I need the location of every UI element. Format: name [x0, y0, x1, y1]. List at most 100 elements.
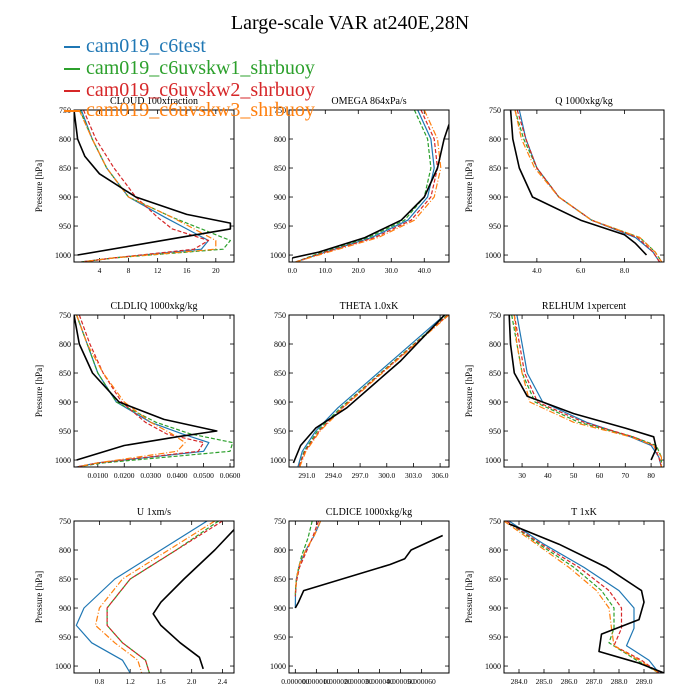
y-tick-label: 900	[59, 193, 71, 202]
y-tick-label: 850	[59, 164, 71, 173]
x-tick-label: 0.0200	[114, 471, 135, 480]
y-tick-label: 750	[59, 517, 71, 526]
panel-title: CLOUD 100xfraction	[110, 96, 198, 107]
x-tick-label: 60	[596, 471, 604, 480]
panel-8: CLDICE 1000xkg/kg 750 800 850 900 950 1000 0.00…	[270, 507, 450, 686]
x-tick-label: 0.0100	[87, 471, 108, 480]
y-tick-label: 800	[274, 546, 286, 555]
x-tick-label: 20	[212, 266, 220, 275]
y-tick-label: 1000	[55, 251, 71, 260]
y-tick-label: 950	[489, 427, 501, 436]
y-tick-label: 850	[274, 164, 286, 173]
series-line-control	[74, 110, 232, 256]
plot-frame	[73, 109, 235, 263]
x-tick-label: 16	[183, 266, 191, 275]
x-tick-label: 0.000040	[365, 677, 393, 686]
x-tick-label: 4	[98, 266, 102, 275]
plot-frame	[503, 520, 665, 674]
panel-4: CLDLIQ 1000xkg/kg Pressure [hPa] 750 800 850…	[34, 301, 241, 480]
x-tick-label: 1.6	[156, 677, 166, 686]
x-tick-label: 6.0	[576, 266, 586, 275]
x-tick-label: 2.0	[187, 677, 197, 686]
y-tick-label: 750	[489, 106, 501, 115]
legend-label-1: cam019_c6test	[86, 35, 206, 57]
series-line-1	[508, 521, 660, 673]
x-tick-label: 297.0	[352, 471, 369, 480]
x-tick-label: 0.000030	[344, 677, 372, 686]
plot-frame	[288, 314, 450, 468]
x-tick-label: 40.0	[418, 266, 431, 275]
panel-title: T 1xK	[571, 507, 597, 518]
y-tick-label: 800	[274, 340, 286, 349]
x-tick-label: 0.000010	[302, 677, 330, 686]
plot-frame	[73, 314, 235, 468]
series-line-2	[294, 521, 313, 597]
series-line-control	[292, 315, 446, 464]
y-tick-label: 1000	[55, 662, 71, 671]
y-tick-label: 1000	[485, 456, 501, 465]
figure-title: Large-scale VAR at240E,28N	[230, 12, 470, 34]
x-tick-label: 288.0	[611, 677, 628, 686]
x-tick-label: 286.0	[561, 677, 578, 686]
y-tick-label: 950	[274, 427, 286, 436]
series-line-4	[294, 521, 322, 594]
panel-3: Q 1000xkg/kg Pressure [hPa] 750 800 850 900 95…	[464, 96, 665, 275]
x-tick-label: 2.4	[218, 677, 228, 686]
series-line-control	[152, 529, 234, 670]
x-tick-label: 0.0600	[220, 471, 241, 480]
legend-swatch-1	[64, 46, 80, 49]
y-tick-label: 900	[59, 604, 71, 613]
x-tick-label: 50	[570, 471, 578, 480]
y-tick-label: 800	[274, 135, 286, 144]
x-tick-label: 70	[622, 471, 630, 480]
series-line-2	[295, 110, 432, 262]
series-line-3	[106, 521, 223, 673]
y-axis-label: Pressure [hPa]	[464, 365, 474, 417]
y-tick-label: 850	[59, 369, 71, 378]
y-tick-label: 800	[489, 340, 501, 349]
y-tick-label: 900	[274, 604, 286, 613]
legend-entry-2: cam019_c6uvskw1_shrbuoy	[64, 58, 315, 78]
series-line-2	[514, 110, 663, 262]
panel-title: Q 1000xkg/kg	[555, 96, 613, 107]
y-tick-label: 1000	[55, 456, 71, 465]
x-tick-label: 0.0300	[140, 471, 161, 480]
series-line-3	[516, 110, 661, 262]
x-tick-label: 40	[544, 471, 552, 480]
series-line-3	[506, 521, 660, 673]
x-tick-label: 0.000020	[323, 677, 351, 686]
y-tick-label: 850	[274, 575, 286, 584]
series-line-3	[513, 315, 662, 467]
legend-entry-1: cam019_c6test	[64, 36, 206, 56]
y-tick-label: 900	[489, 193, 501, 202]
series-line-1	[75, 521, 208, 673]
series-line-4	[299, 315, 449, 467]
y-tick-label: 850	[489, 164, 501, 173]
panel-title: CLDLIQ 1000xkg/kg	[111, 301, 198, 312]
series-line-4	[504, 521, 660, 673]
x-tick-label: 30.0	[385, 266, 398, 275]
legend-entry-4: cam019_c6uvskw3_shrbuoy	[64, 100, 315, 120]
y-axis-label: Pressure [hPa]	[34, 571, 44, 623]
legend-label-4: cam019_c6uvskw3_shrbuoy	[86, 99, 315, 121]
series-line-control	[508, 315, 658, 461]
x-tick-label: 285.0	[536, 677, 553, 686]
x-tick-label: 0.0500	[193, 471, 214, 480]
y-axis-label: Pressure [hPa]	[464, 571, 474, 623]
y-tick-label: 900	[274, 398, 286, 407]
series-line-2	[76, 315, 234, 467]
y-tick-label: 950	[274, 222, 286, 231]
y-tick-label: 850	[489, 369, 501, 378]
y-tick-label: 1000	[270, 456, 286, 465]
y-tick-label: 850	[59, 575, 71, 584]
series-line-control	[509, 110, 648, 256]
panel-title: U 1xm/s	[137, 507, 171, 518]
x-tick-label: 291.0	[298, 471, 315, 480]
legend-label-2: cam019_c6uvskw1_shrbuoy	[86, 57, 315, 79]
series-line-2	[79, 110, 231, 262]
y-tick-label: 1000	[485, 251, 501, 260]
y-tick-label: 950	[59, 427, 71, 436]
series-line-3	[81, 110, 210, 262]
